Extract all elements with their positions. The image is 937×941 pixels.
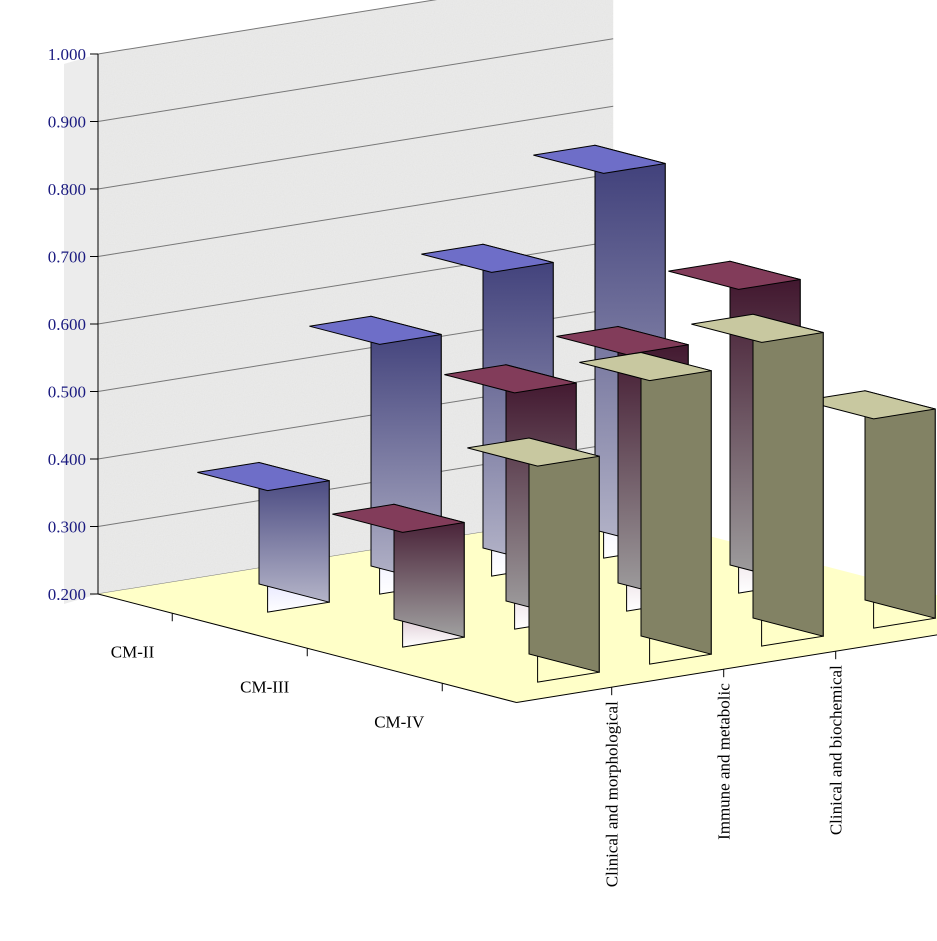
- bar-top: [556, 325, 689, 356]
- bar-CM-IV-1: [579, 351, 712, 665]
- category-axis-line: [516, 634, 937, 703]
- bar-top: [803, 390, 936, 420]
- bar-CM-III-0: [332, 503, 465, 648]
- series-label: CM-III: [240, 677, 289, 696]
- y-tick-label: 0.200: [48, 585, 86, 604]
- category-label: Immune and metabolic: [715, 683, 734, 840]
- bars-group: [197, 144, 936, 683]
- bar-side: [640, 351, 712, 655]
- bar-top: [421, 243, 554, 273]
- left-wall: [64, 54, 98, 604]
- bar-CM-IV-3: [803, 390, 936, 629]
- gridline: [97, 0, 438, 55]
- y-tick-label: 0.800: [48, 180, 86, 199]
- gridline: [97, 38, 614, 122]
- gridline: [97, 173, 614, 257]
- y-tick-label: 0.700: [48, 248, 86, 267]
- bar-CM-IV-0: [467, 437, 600, 683]
- y-tick-label: 0.300: [48, 518, 86, 537]
- bar-top: [332, 503, 465, 533]
- y-tick-label: 0.400: [48, 450, 86, 469]
- bar-CM-II-0: [197, 461, 330, 613]
- y-tick-label: 1.000: [48, 45, 86, 64]
- y-tick-label: 0.500: [48, 383, 86, 402]
- bar-top: [533, 144, 666, 174]
- y-tick-label: 0.900: [48, 113, 86, 132]
- bar-top: [444, 364, 577, 394]
- gridline: [97, 105, 614, 190]
- category-label: Clinical and biochemical: [827, 665, 846, 835]
- bar-side: [528, 437, 600, 673]
- series-label: CM-IV: [374, 712, 425, 731]
- bar-CM-IV-2: [691, 313, 824, 647]
- bar-top: [197, 461, 330, 492]
- bar-top: [467, 437, 600, 467]
- series-label: CM-II: [111, 642, 155, 661]
- bar-top: [309, 315, 442, 345]
- axes-group: 0.200 0.300 0.400 0.500 0.600 0.700 0.800 0.900…: [48, 45, 937, 887]
- gridline: [97, 240, 614, 325]
- y-tick-label: 0.600: [48, 315, 86, 334]
- bar-top: [691, 313, 824, 343]
- bar-side: [752, 313, 824, 637]
- category-label: Clinical and morphological: [603, 701, 622, 887]
- bar-top: [579, 351, 712, 382]
- bar-side: [864, 390, 936, 619]
- bar-top: [668, 260, 801, 290]
